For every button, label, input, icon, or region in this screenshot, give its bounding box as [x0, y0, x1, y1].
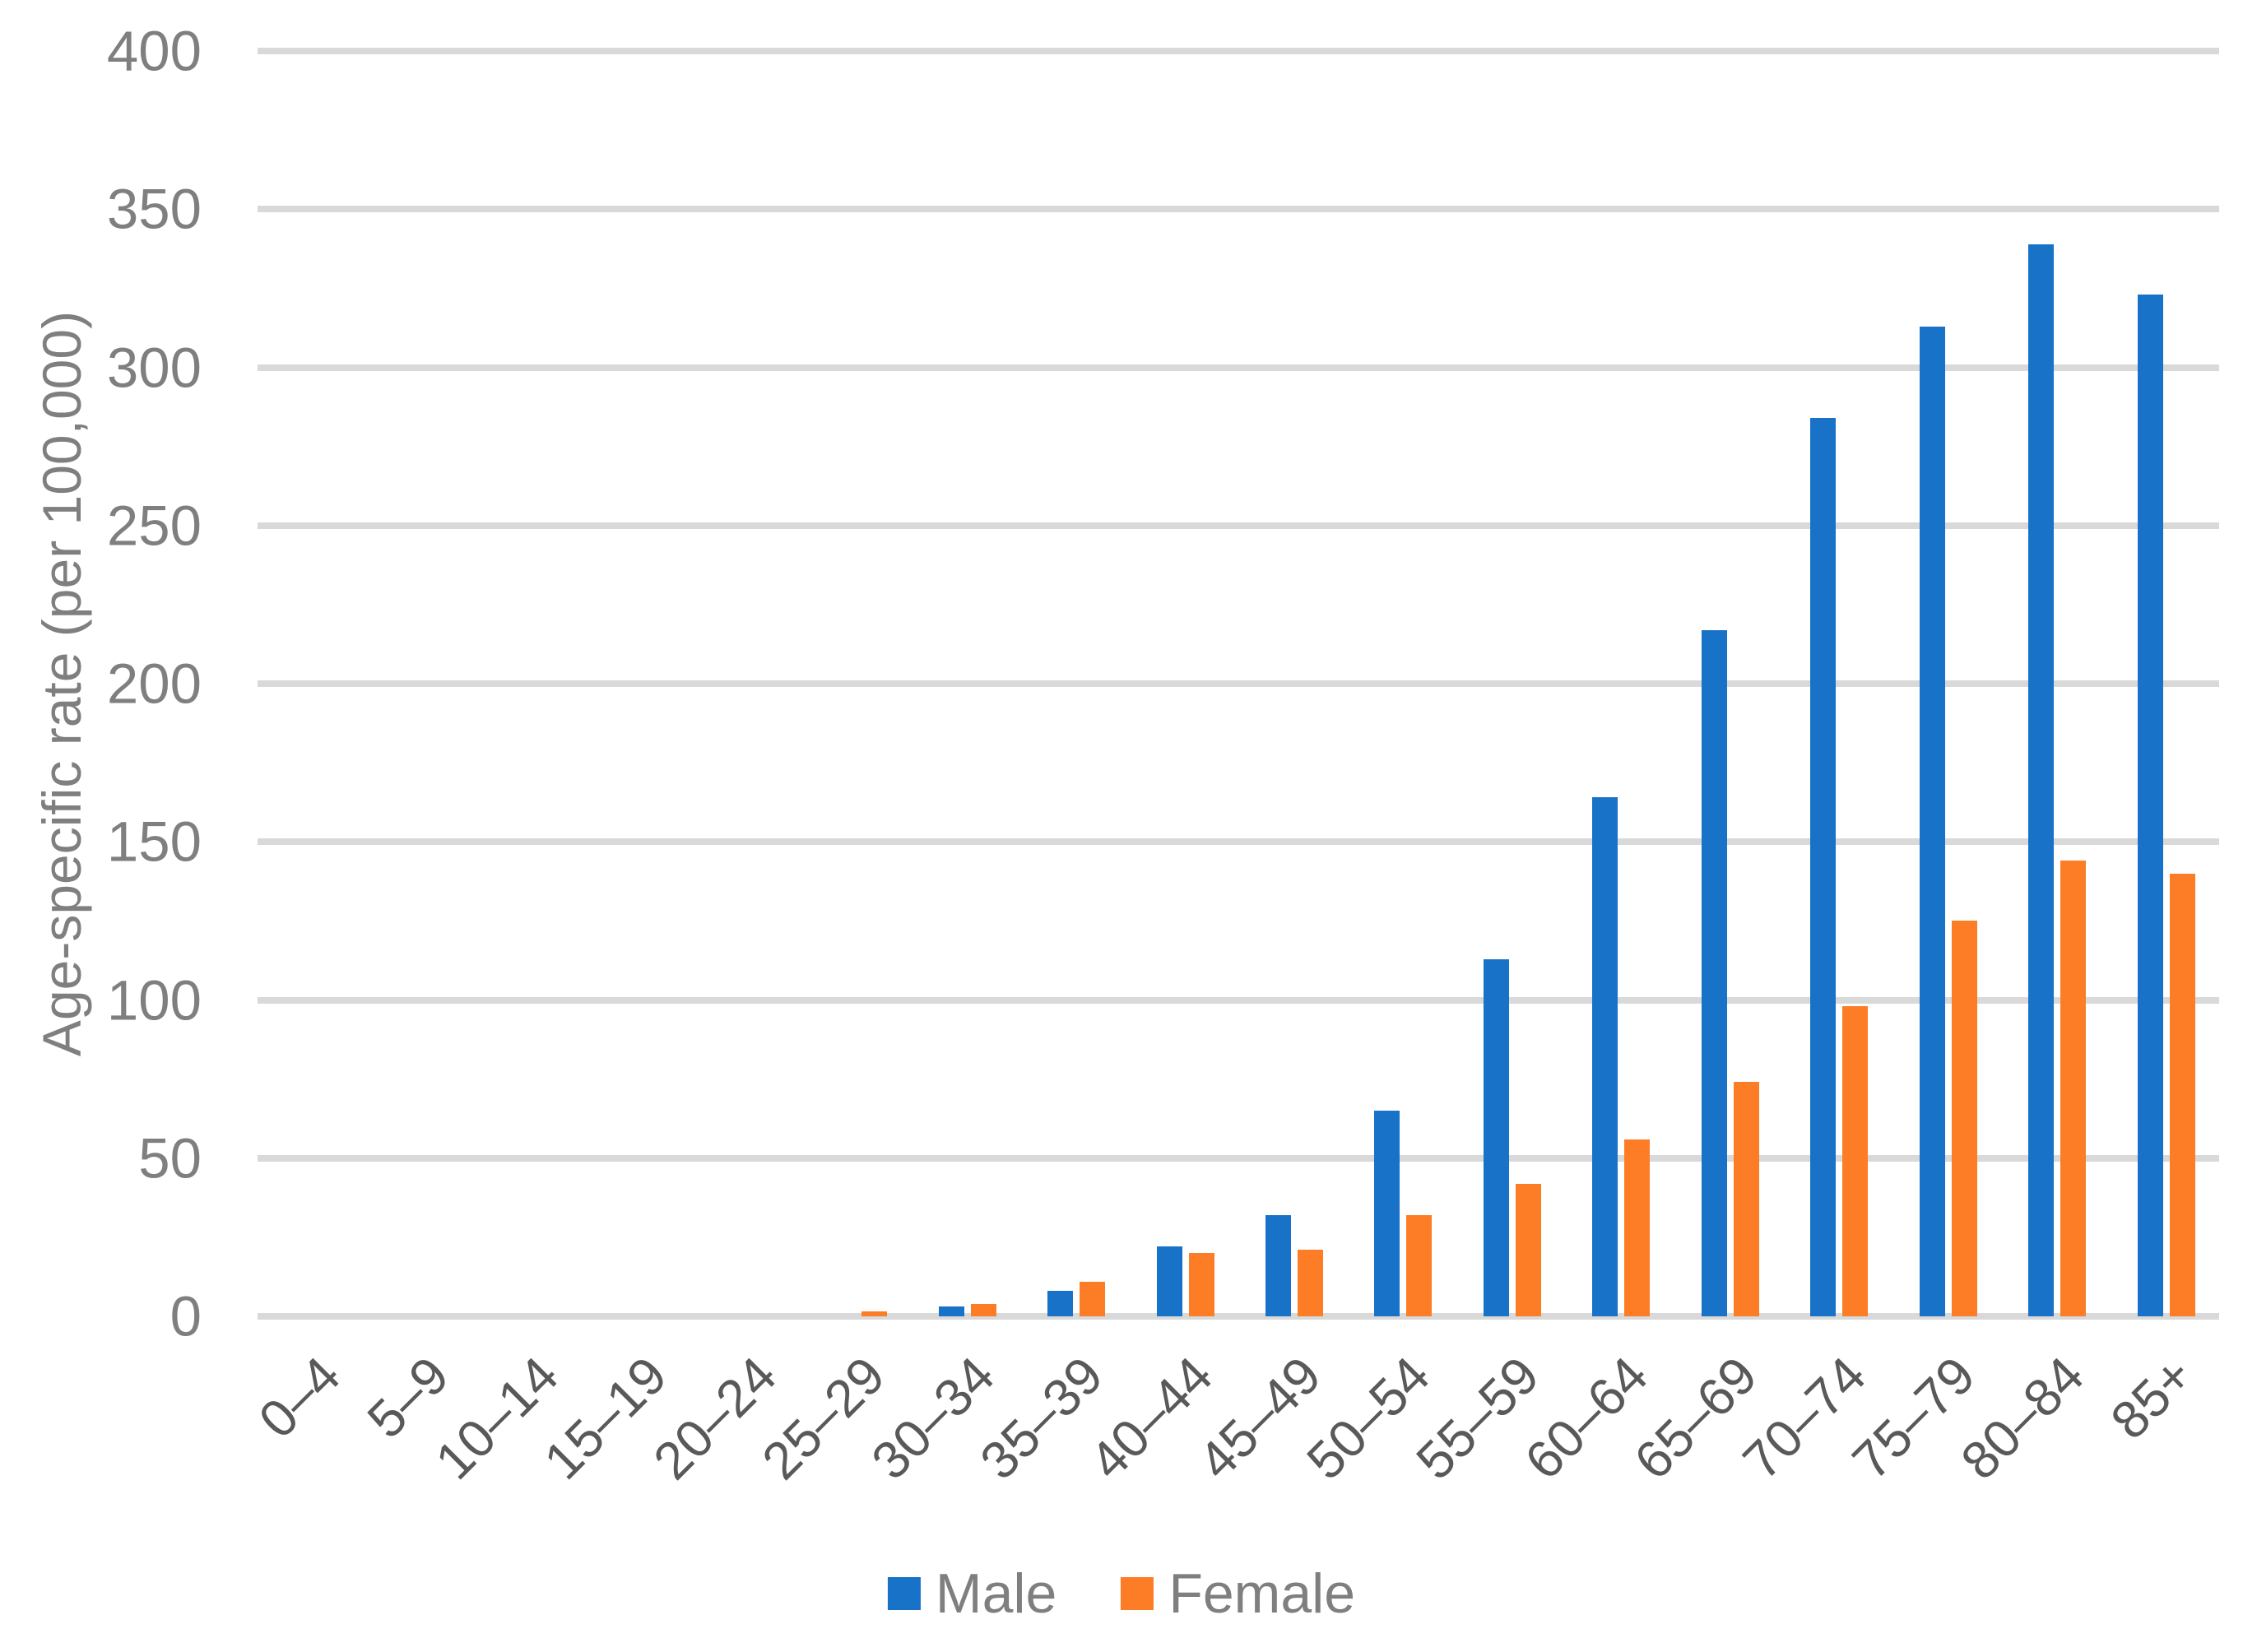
- x-tick-label-50–54: 50–54: [1295, 1345, 1442, 1491]
- bar-male-80–84: [2028, 244, 2055, 1316]
- bar-female-70–74: [1842, 1006, 1869, 1316]
- y-tick-label-300: 300: [106, 336, 202, 399]
- x-tick-label-70–74: 70–74: [1731, 1345, 1878, 1491]
- x-tick-label-60–64: 60–64: [1513, 1345, 1660, 1491]
- y-tick-label-350: 350: [106, 177, 202, 241]
- bar-male-55–59: [1483, 958, 1509, 1316]
- gridline-100: [258, 996, 2219, 1004]
- legend-female-label: Female: [1168, 1562, 1356, 1625]
- bar-male-70–74: [1810, 418, 1837, 1316]
- bar-female-85+: [2169, 873, 2195, 1316]
- x-tick-label-0–4: 0–4: [247, 1345, 352, 1450]
- x-tick-label-55–59: 55–59: [1405, 1345, 1550, 1491]
- x-tick-label-75–79: 75–79: [1840, 1345, 1986, 1491]
- x-tick-label-80–84: 80–84: [1949, 1345, 2096, 1491]
- legend-male-label: Male: [935, 1562, 1057, 1625]
- x-tick-label-15–19: 15–19: [532, 1345, 679, 1491]
- x-tick-label-30–34: 30–34: [859, 1345, 1005, 1491]
- bar-male-75–79: [1919, 326, 1945, 1316]
- bar-female-35–39: [1080, 1281, 1106, 1316]
- x-tick-label-45–49: 45–49: [1187, 1345, 1333, 1491]
- x-tick-label-85+: 85+: [2098, 1345, 2204, 1450]
- bar-female-80–84: [2060, 861, 2087, 1316]
- bar-male-85+: [2137, 295, 2163, 1316]
- bar-female-50–54: [1406, 1214, 1433, 1316]
- gridline-50: [258, 1154, 2219, 1162]
- bar-female-40–44: [1188, 1253, 1214, 1316]
- y-tick-label-250: 250: [106, 494, 202, 558]
- y-tick-label-100: 100: [106, 968, 202, 1032]
- bar-female-60–64: [1624, 1139, 1651, 1316]
- y-tick-label-50: 50: [138, 1126, 202, 1190]
- legend-male-swatch-icon: [887, 1577, 921, 1610]
- gridline-0: [258, 1313, 2219, 1320]
- legend: Male Female: [887, 1562, 1356, 1626]
- x-tick-label-35–39: 35–39: [968, 1345, 1115, 1491]
- plot-area: [258, 48, 2219, 1320]
- gridline-250: [258, 522, 2219, 529]
- x-tick-label-20–24: 20–24: [642, 1345, 787, 1491]
- x-tick-label-40–44: 40–44: [1077, 1345, 1224, 1491]
- bar-female-45–49: [1298, 1250, 1323, 1316]
- bar-female-65–69: [1733, 1082, 1759, 1316]
- y-tick-label-400: 400: [106, 19, 202, 83]
- y-tick-label-200: 200: [106, 652, 202, 716]
- bar-female-25–29: [861, 1311, 888, 1316]
- bar-male-60–64: [1592, 797, 1618, 1316]
- legend-female-swatch-icon: [1121, 1577, 1154, 1610]
- y-tick-label-0: 0: [170, 1284, 202, 1348]
- bar-female-55–59: [1515, 1183, 1541, 1316]
- x-tick-label-25–29: 25–29: [750, 1345, 897, 1491]
- bar-female-75–79: [1951, 921, 1977, 1316]
- gridline-350: [258, 206, 2219, 213]
- gridline-300: [258, 364, 2219, 371]
- bar-male-35–39: [1047, 1291, 1074, 1316]
- bar-male-45–49: [1265, 1214, 1291, 1316]
- bar-female-30–34: [970, 1303, 996, 1316]
- gridline-200: [258, 680, 2219, 687]
- bar-male-50–54: [1374, 1111, 1400, 1316]
- y-tick-label-150: 150: [106, 810, 202, 874]
- bar-male-65–69: [1701, 629, 1727, 1316]
- gridline-150: [258, 838, 2219, 846]
- x-tick-label-10–14: 10–14: [424, 1345, 569, 1491]
- bar-male-30–34: [938, 1306, 964, 1316]
- bar-male-40–44: [1156, 1246, 1182, 1316]
- x-tick-label-65–69: 65–69: [1623, 1345, 1768, 1491]
- gridline-400: [258, 48, 2219, 54]
